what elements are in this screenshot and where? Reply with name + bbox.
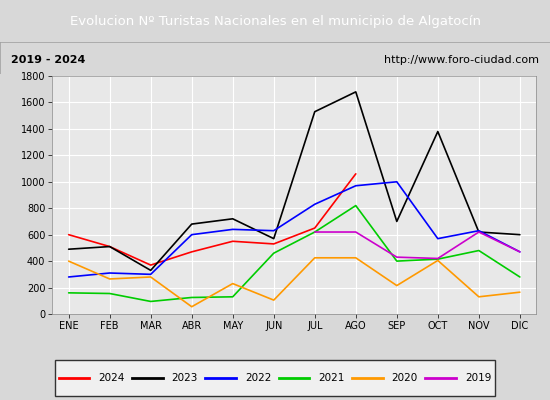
2020 (271, 298, 277, 302)
FancyBboxPatch shape (55, 360, 495, 396)
2020 (189, 304, 195, 309)
2020 (147, 274, 154, 279)
Text: 2024: 2024 (98, 373, 125, 383)
Line: 2023: 2023 (69, 92, 520, 270)
2020 (229, 281, 236, 286)
2020 (434, 258, 441, 263)
2021 (189, 295, 195, 300)
2023 (353, 90, 359, 94)
Line: 2020: 2020 (69, 258, 520, 307)
2024 (189, 250, 195, 254)
2023 (311, 109, 318, 114)
2022 (229, 227, 236, 232)
2022 (353, 183, 359, 188)
Text: 2022: 2022 (245, 373, 271, 383)
2024 (353, 172, 359, 176)
Text: 2019: 2019 (465, 373, 491, 383)
Text: 2020: 2020 (392, 373, 418, 383)
2023 (65, 247, 72, 252)
2019 (434, 256, 441, 261)
2022 (476, 228, 482, 233)
2022 (271, 228, 277, 233)
2019 (393, 255, 400, 260)
2023 (476, 230, 482, 234)
2024 (147, 263, 154, 268)
2021 (393, 259, 400, 264)
2024 (106, 244, 113, 249)
2020 (516, 290, 523, 294)
2022 (147, 272, 154, 277)
2019 (311, 230, 318, 234)
2020 (393, 283, 400, 288)
2021 (106, 291, 113, 296)
2023 (393, 219, 400, 224)
2022 (65, 274, 72, 279)
2022 (516, 250, 523, 254)
2020 (65, 259, 72, 264)
2020 (311, 256, 318, 260)
2020 (353, 256, 359, 260)
Text: 2021: 2021 (318, 373, 345, 383)
2021 (65, 290, 72, 295)
2022 (311, 202, 318, 207)
2023 (434, 129, 441, 134)
2021 (516, 274, 523, 279)
2019 (476, 230, 482, 234)
2019 (516, 250, 523, 254)
Line: 2019: 2019 (315, 232, 520, 258)
2024 (311, 226, 318, 230)
2021 (353, 203, 359, 208)
Line: 2022: 2022 (69, 182, 520, 277)
2024 (271, 242, 277, 246)
2022 (393, 179, 400, 184)
2020 (476, 294, 482, 299)
2021 (476, 248, 482, 253)
2023 (516, 232, 523, 237)
2020 (106, 276, 113, 281)
2023 (271, 236, 277, 241)
2021 (271, 251, 277, 256)
2022 (189, 232, 195, 237)
Text: 2023: 2023 (172, 373, 198, 383)
2024 (229, 239, 236, 244)
2022 (106, 271, 113, 276)
Line: 2021: 2021 (69, 206, 520, 302)
Text: http://www.foro-ciudad.com: http://www.foro-ciudad.com (384, 55, 539, 65)
2023 (189, 222, 195, 226)
2019 (353, 230, 359, 234)
2023 (229, 216, 236, 221)
2021 (147, 299, 154, 304)
2022 (434, 236, 441, 241)
2023 (147, 268, 154, 273)
2021 (434, 257, 441, 262)
Text: Evolucion Nº Turistas Nacionales en el municipio de Algatocín: Evolucion Nº Turistas Nacionales en el m… (69, 14, 481, 28)
2021 (229, 294, 236, 299)
2024 (65, 232, 72, 237)
2021 (311, 230, 318, 234)
Line: 2024: 2024 (69, 174, 356, 265)
Text: 2019 - 2024: 2019 - 2024 (11, 55, 85, 65)
2023 (106, 244, 113, 249)
